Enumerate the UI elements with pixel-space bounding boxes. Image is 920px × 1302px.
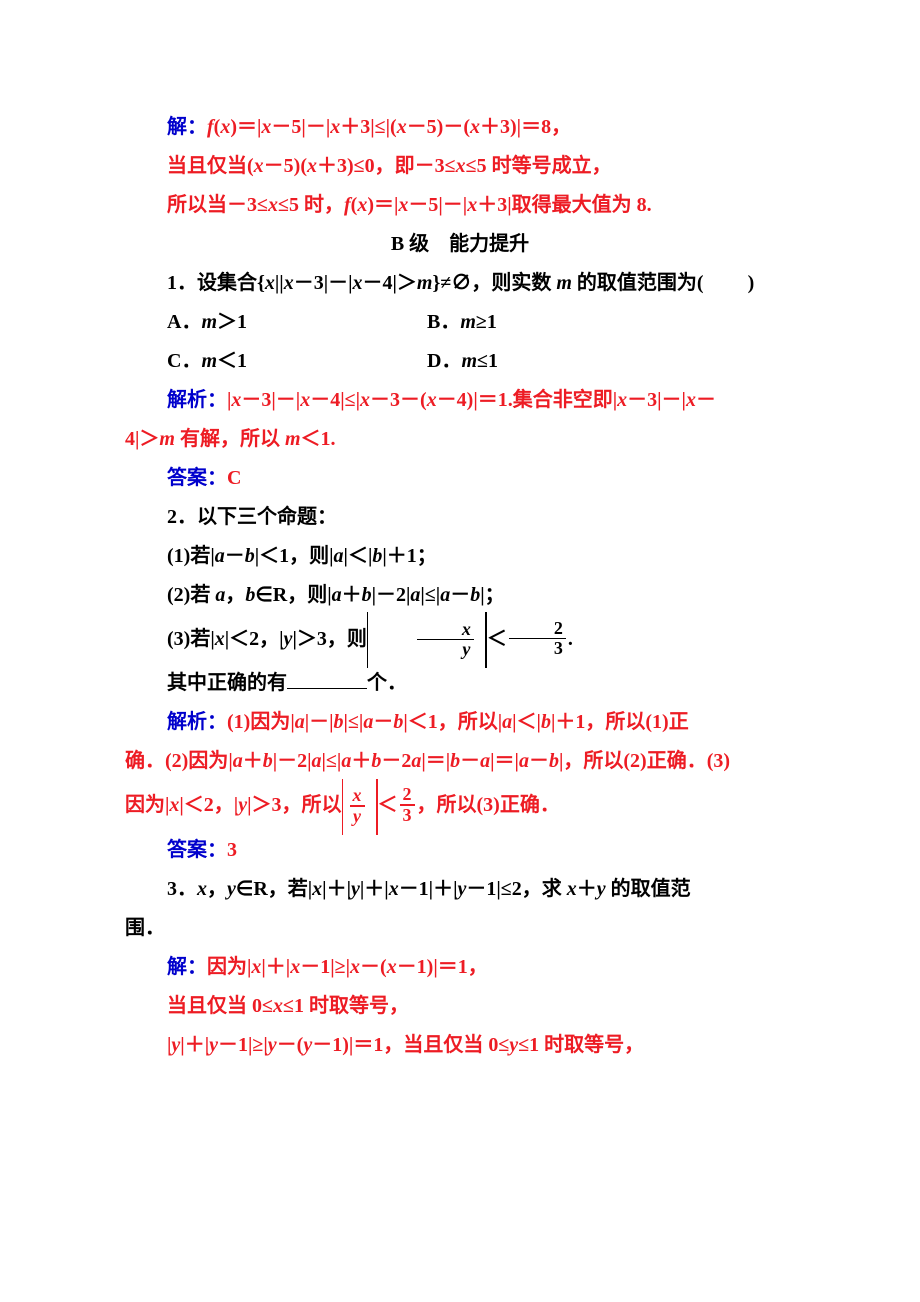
q1-analysis-l2: 4|＞m 有解，所以 m＜1. [125,420,795,459]
q1-choices-row1: A．m＞1 B．m≥1 [167,303,795,342]
q3-sol-l1: 解：因为|x|＋|x－1|≥|x－(x－1)|＝1， [125,948,795,987]
q1-opt-d: D．m≤1 [427,342,795,381]
fraction-icon: 23 [509,619,566,658]
q3-sol-l3: |y|＋|y－1|≥|y－(y－1)|＝1，当且仅当 0≤y≤1 时取等号， [125,1026,795,1065]
q2-p3: (3)若|x|＜2，|y|＞3，则xy ＜23. [125,615,795,664]
intro-sol-line3: 所以当－3≤x≤5 时，f(x)＝|x－5|－|x＋3|取得最大值为 8. [125,186,795,225]
q1-choices-row2: C．m＜1 D．m≤1 [167,342,795,381]
q2-stem: 2．以下三个命题： [125,498,795,537]
fill-blank [287,668,367,689]
answer-label: 答案： [167,839,227,861]
page-root: 解：f(x)＝|x－5|－|x＋3|≤|(x－5)－(x＋3)|＝8， 当且仅当… [0,0,920,1302]
analysis-label: 解析： [167,711,227,733]
sol-label: 解： [167,116,207,138]
fraction-icon: xy [417,620,474,659]
answer-label: 答案： [167,467,227,489]
q3-stem-l1: 3．x，y∈R，若|x|＋|y|＋|x－1|＋|y－1|≤2，求 x＋y 的取值… [125,870,795,909]
intro-sol-line2: 当且仅当(x－5)(x＋3)≤0，即－3≤x≤5 时等号成立， [125,147,795,186]
q2-analysis-l2: 确．(2)因为|a＋b|－2|a|≤|a＋b－2a|＝|b－a|＝|a－b|，所… [125,742,795,781]
q2-analysis-l3: 因为|x|＜2，|y|＞3，所以xy ＜23，所以(3)正确． [125,781,795,830]
q2-analysis-l1: 解析：(1)因为|a|－|b|≤|a－b|＜1，所以|a|＜|b|＋1，所以(1… [125,703,795,742]
sol-label: 解： [167,956,207,978]
fraction-icon: 23 [400,785,415,825]
section-b-title: B 级 能力提升 [125,225,795,264]
q1-analysis-l1: 解析：|x－3|－|x－4|≤|x－3－(x－4)|＝1.集合非空即|x－3|－… [125,381,795,420]
q2-p2: (2)若 a，b∈R，则|a＋b|－2|a|≤|a－b|； [125,576,795,615]
q2-p1: (1)若|a－b|＜1，则|a|＜|b|＋1； [125,537,795,576]
q3-stem-l2: 围． [125,909,795,948]
q2-tail: 其中正确的有个． [125,664,795,703]
q1-opt-b: B．m≥1 [427,303,795,342]
q2-answer: 答案：3 [125,831,795,870]
fraction-icon: xy [350,786,365,826]
q3-sol-l2: 当且仅当 0≤x≤1 时取等号， [125,987,795,1026]
intro-sol-line1: 解：f(x)＝|x－5|－|x＋3|≤|(x－5)－(x＋3)|＝8， [125,108,795,147]
abs-icon: xy [342,783,378,831]
q1-opt-a: A．m＞1 [167,303,427,342]
analysis-label: 解析： [167,389,227,411]
q1-answer: 答案：C [125,459,795,498]
q1-stem: 1．设集合{x||x－3|－|x－4|＞m}≠∅，则实数 m 的取值范围为() [125,264,795,303]
abs-icon: xy [367,616,487,664]
q1-opt-c: C．m＜1 [167,342,427,381]
